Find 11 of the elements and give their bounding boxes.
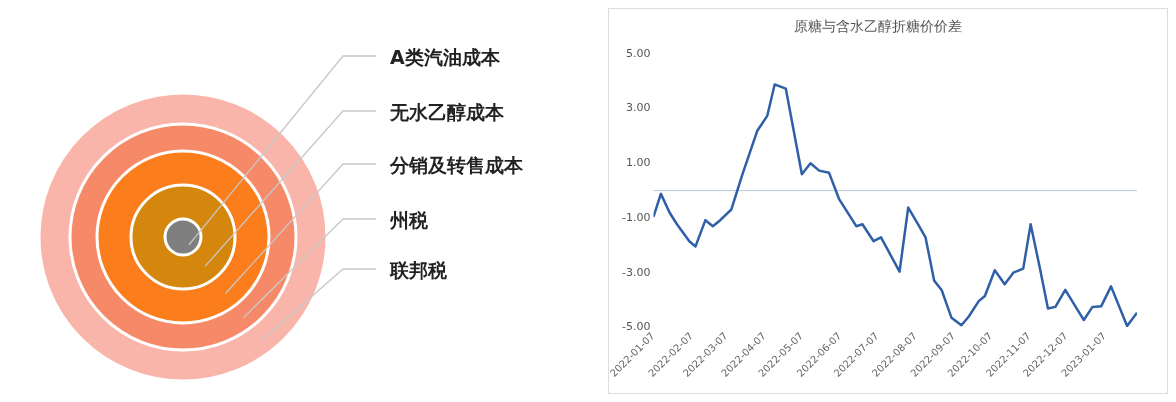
category-label: A类汽油成本 bbox=[390, 45, 500, 70]
y-tick-label: 3.00 bbox=[625, 101, 651, 115]
y-tick-label: -1.00 bbox=[621, 210, 651, 224]
category-label: 州税 bbox=[390, 208, 428, 233]
category-label: 分销及转售成本 bbox=[390, 153, 523, 178]
y-tick-label: -3.00 bbox=[621, 265, 651, 279]
y-tick-label: 1.00 bbox=[625, 156, 651, 170]
chart-title: 原糖与含水乙醇折糖价价差 bbox=[794, 18, 962, 35]
category-label: 无水乙醇成本 bbox=[390, 100, 504, 125]
category-label: 联邦税 bbox=[390, 258, 447, 283]
y-tick-label: 5.00 bbox=[625, 46, 651, 60]
